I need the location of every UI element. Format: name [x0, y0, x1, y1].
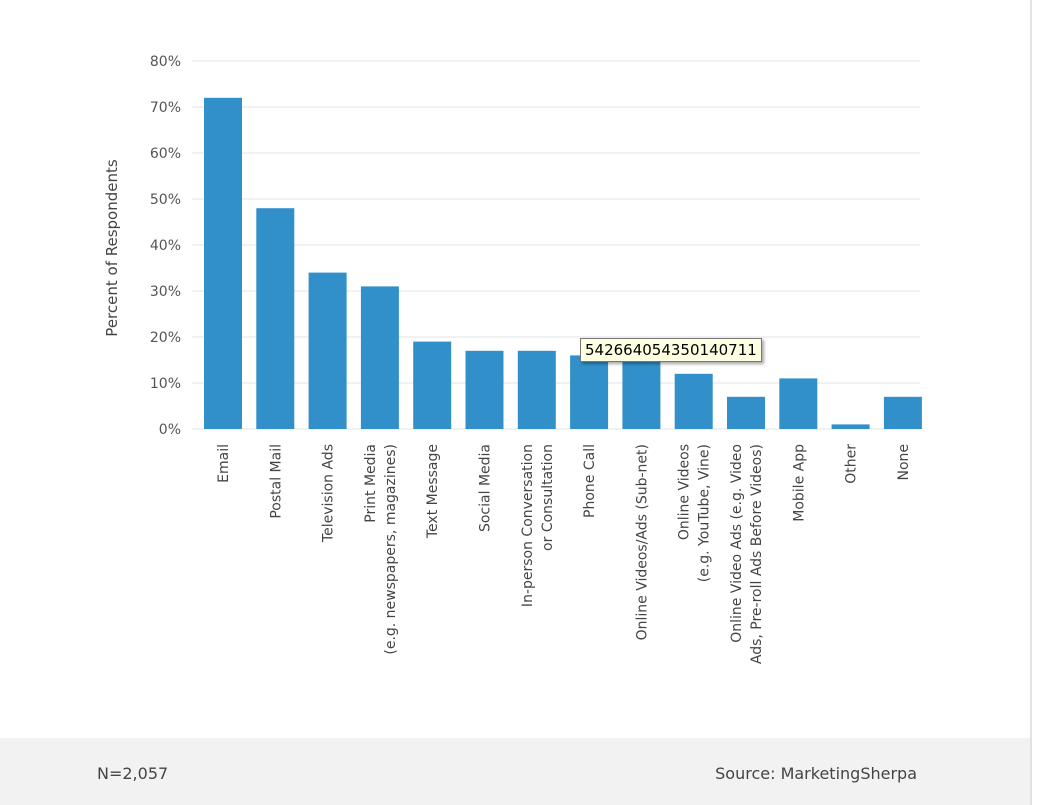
bar[interactable] [831, 424, 870, 429]
x-tick-label: Mobile App [791, 444, 807, 522]
bar[interactable] [465, 350, 504, 429]
y-axis-ticks: 0% 10% 20% 30% 40% 50% 60% 70% 80% [150, 54, 181, 438]
x-tick-label: In-person Conversation or Consultation [520, 444, 556, 607]
chart-footer [0, 738, 1030, 805]
bar[interactable] [360, 286, 399, 429]
bar[interactable] [413, 341, 452, 429]
x-tick-label: Text Message [425, 444, 441, 539]
source-label: Source: MarketingSherpa [715, 764, 917, 783]
x-tick-label: Print Media (e.g. newspapers, magazines) [363, 444, 399, 655]
bar[interactable] [727, 396, 765, 429]
gridlines [192, 60, 920, 430]
x-tick-label: Postal Mail [268, 444, 284, 519]
x-tick-label: Online Videos/Ads (Sub-net) [634, 444, 650, 640]
x-tick-label: Television Ads [321, 444, 337, 543]
bar[interactable] [622, 360, 661, 429]
panel-border [1030, 0, 1032, 805]
x-tick-label: Online Video Ads (e.g. Video Ads, Pre-rol… [729, 444, 765, 664]
y-tick-label: 80% [150, 54, 181, 70]
bar-chart: 0% 10% 20% 30% 40% 50% 60% 70% 80% Percent of Re… [103, 54, 922, 664]
y-axis-label: Percent of Respondents [103, 159, 121, 337]
bar[interactable] [256, 208, 295, 429]
hover-tooltip: 542664054350140711 [580, 338, 762, 362]
bar[interactable] [204, 97, 242, 430]
y-tick-label: 0% [159, 422, 181, 438]
x-tick-label: Online Videos (e.g. YouTube, Vine) [677, 444, 713, 582]
bar[interactable] [883, 396, 922, 429]
bar[interactable] [517, 350, 556, 429]
y-tick-label: 40% [150, 238, 181, 254]
x-tick-label: Phone Call [582, 444, 598, 518]
y-tick-label: 20% [150, 330, 181, 346]
x-tick-label: Email [216, 444, 232, 483]
sample-size-label: N=2,057 [97, 764, 169, 783]
x-tick-label: None [896, 444, 912, 481]
bar[interactable] [308, 272, 347, 429]
bar[interactable] [779, 378, 818, 429]
x-tick-label: Social Media [478, 444, 494, 532]
bar[interactable] [674, 373, 713, 429]
bar[interactable] [570, 355, 609, 429]
bars [204, 97, 922, 430]
y-tick-label: 50% [150, 192, 181, 208]
y-tick-label: 70% [150, 100, 181, 116]
y-tick-label: 30% [150, 284, 181, 300]
y-tick-label: 10% [150, 376, 181, 392]
x-axis-labels: Email Postal Mail Television Ads Print Medi… [216, 444, 912, 664]
x-tick-label: Other [844, 444, 860, 484]
y-tick-label: 60% [150, 146, 181, 162]
